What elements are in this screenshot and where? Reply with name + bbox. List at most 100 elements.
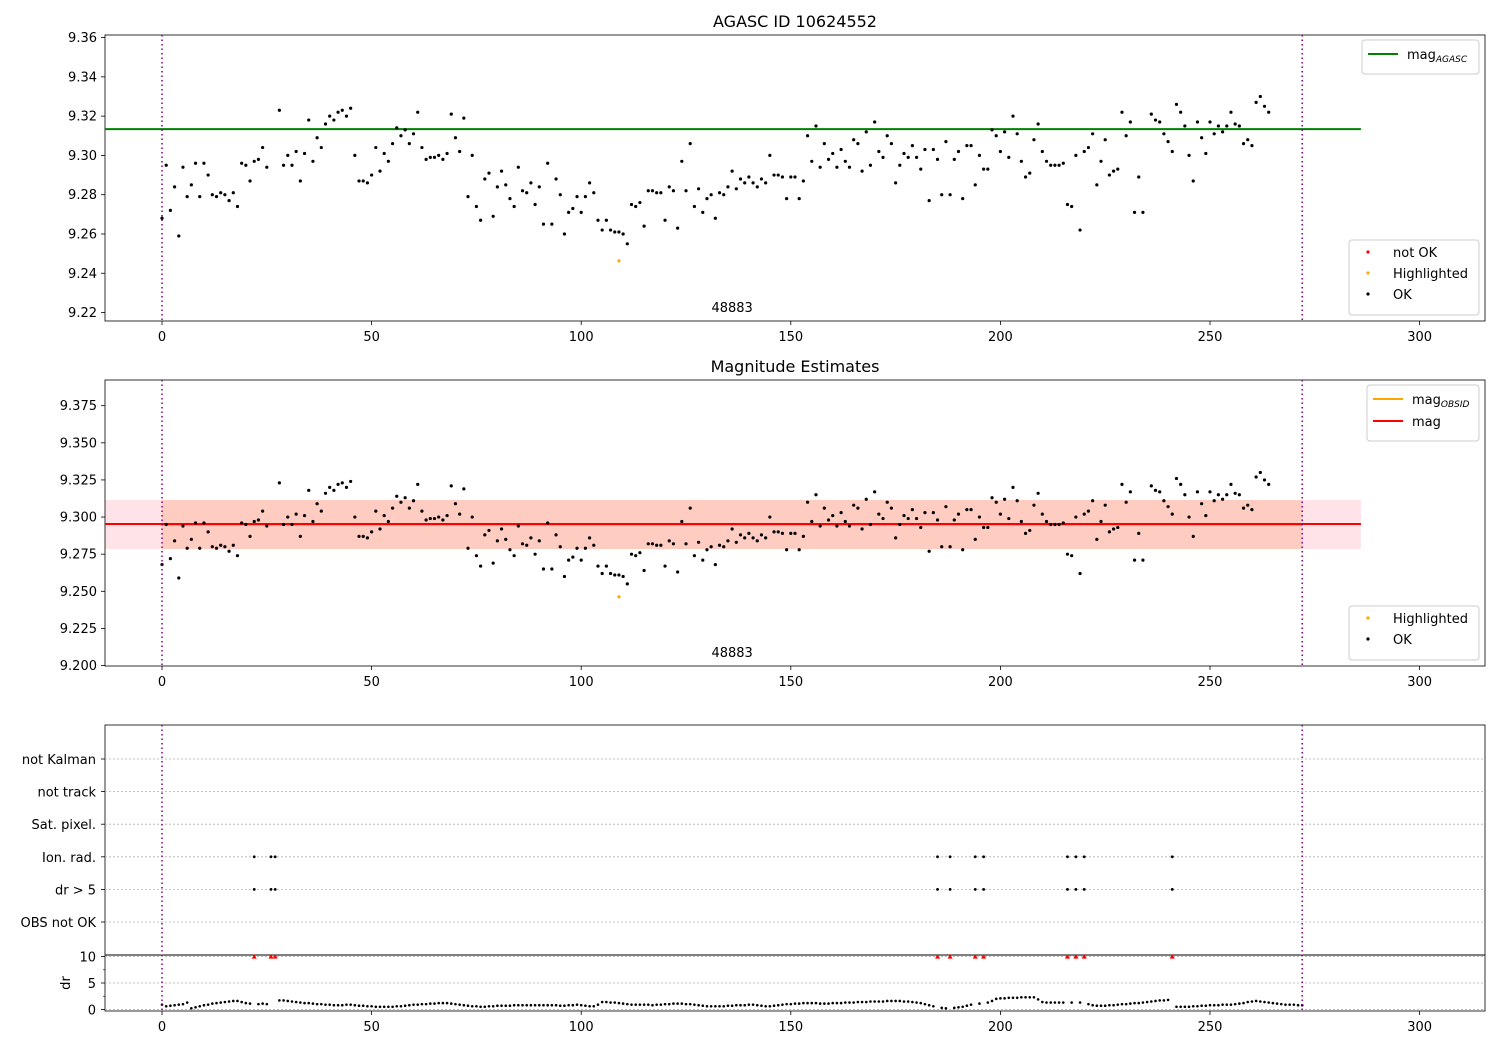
- x-tick-label: 100: [569, 1020, 594, 1035]
- ok-point: [365, 181, 370, 185]
- dr-point: [244, 1001, 248, 1005]
- ok-point: [1061, 521, 1065, 525]
- dr-point: [194, 1006, 197, 1009]
- ok-point: [164, 163, 168, 167]
- ok-point: [382, 513, 386, 518]
- ok-point: [311, 159, 315, 163]
- ok-point: [747, 531, 751, 535]
- dr-point: [906, 1000, 910, 1003]
- dr-point: [257, 1002, 260, 1006]
- ok-point: [244, 522, 248, 527]
- ok-point: [466, 546, 470, 550]
- ok-point: [1028, 171, 1032, 175]
- ok-point: [646, 542, 650, 546]
- dr-point: [764, 1004, 767, 1008]
- ok-point: [1162, 132, 1166, 136]
- dr-point: [169, 1004, 172, 1008]
- legend-marker: [1366, 616, 1370, 620]
- ok-point: [1262, 104, 1267, 108]
- ok-point: [646, 189, 650, 193]
- ok-point: [533, 202, 537, 207]
- x-tick-label: 250: [1198, 330, 1223, 345]
- dr-point: [1015, 996, 1019, 1000]
- ok-point: [927, 549, 931, 553]
- dr-capped-marker: [251, 954, 257, 959]
- ok-point: [914, 516, 919, 521]
- dr-point: [626, 1002, 629, 1006]
- ok-point: [801, 179, 805, 183]
- dr-point: [223, 1000, 227, 1004]
- ok-point: [738, 533, 743, 537]
- dr-point: [282, 999, 285, 1002]
- dr-point: [370, 1004, 373, 1008]
- dr-point: [609, 1001, 612, 1004]
- dr-point: [919, 1001, 923, 1005]
- dr-point: [324, 1003, 327, 1006]
- ok-point: [629, 202, 634, 207]
- ok-point: [525, 191, 529, 195]
- ok-point: [667, 539, 671, 543]
- agasc-magnitude-panel: AGASC ID 10624552 9.22 9.24 9.26 9.28 9.30 9.…: [68, 12, 1486, 345]
- ok-point: [977, 515, 982, 519]
- dr-point: [332, 1003, 336, 1007]
- y-tick-label: 9.22: [68, 306, 97, 321]
- ok-point: [265, 165, 269, 169]
- dr-point: [349, 1003, 352, 1006]
- ok-point: [449, 112, 453, 116]
- magnitude-estimates-panel: Magnitude Estimates 9.200 9.225 9.250 9.275…: [60, 357, 1486, 690]
- ok-point: [1254, 475, 1258, 479]
- legend-marker: [1366, 637, 1370, 641]
- dr-point: [785, 1002, 788, 1006]
- dr-point: [1108, 1003, 1111, 1007]
- ok-point: [458, 512, 462, 516]
- ok-point: [629, 552, 634, 556]
- dr-point: [382, 1005, 386, 1009]
- ok-point: [583, 546, 588, 550]
- dr-point: [873, 1000, 876, 1003]
- plot-area: [104, 379, 1486, 667]
- dr-point: [1053, 1001, 1057, 1004]
- ok-point: [164, 522, 168, 527]
- dr-capped-marker: [1169, 954, 1175, 959]
- ok-point: [1074, 515, 1078, 519]
- ok-point: [776, 173, 780, 177]
- ok-point: [1011, 114, 1015, 118]
- ok-point: [935, 518, 940, 522]
- ok-point: [659, 191, 663, 195]
- ok-point: [1153, 488, 1158, 492]
- dr-point: [923, 1002, 927, 1006]
- ok-point: [722, 545, 726, 549]
- dr-point: [1041, 1000, 1044, 1004]
- legend-point-label: OK: [1393, 288, 1412, 303]
- dr-point: [1057, 1001, 1061, 1004]
- ok-point: [1007, 155, 1011, 159]
- ok-point: [294, 149, 298, 154]
- ok-point: [998, 149, 1003, 154]
- ok-point: [508, 197, 512, 201]
- ok-point: [1007, 516, 1011, 521]
- dr-point: [864, 1000, 868, 1004]
- dr-point: [408, 1003, 411, 1007]
- x-tick-label: 50: [363, 330, 380, 345]
- ok-point: [302, 151, 307, 156]
- dr-point: [856, 1000, 860, 1004]
- ok-point: [688, 142, 692, 146]
- ok-point: [336, 482, 340, 486]
- ok-point: [973, 537, 977, 541]
- ok-point: [1233, 491, 1237, 495]
- ok-point: [952, 157, 956, 161]
- x-tick-label: 300: [1407, 1020, 1432, 1035]
- ok-point: [910, 143, 914, 148]
- ok-point: [805, 134, 810, 138]
- ok-point: [1241, 506, 1246, 510]
- ok-point: [571, 555, 575, 559]
- dr-point: [181, 1002, 185, 1006]
- ok-point: [1162, 499, 1166, 503]
- ok-point: [1187, 153, 1191, 158]
- ok-point: [1128, 120, 1132, 124]
- ok-point: [1040, 149, 1044, 154]
- ok-point: [1015, 132, 1019, 136]
- ok-point: [1103, 138, 1107, 142]
- dr-point: [378, 1005, 382, 1009]
